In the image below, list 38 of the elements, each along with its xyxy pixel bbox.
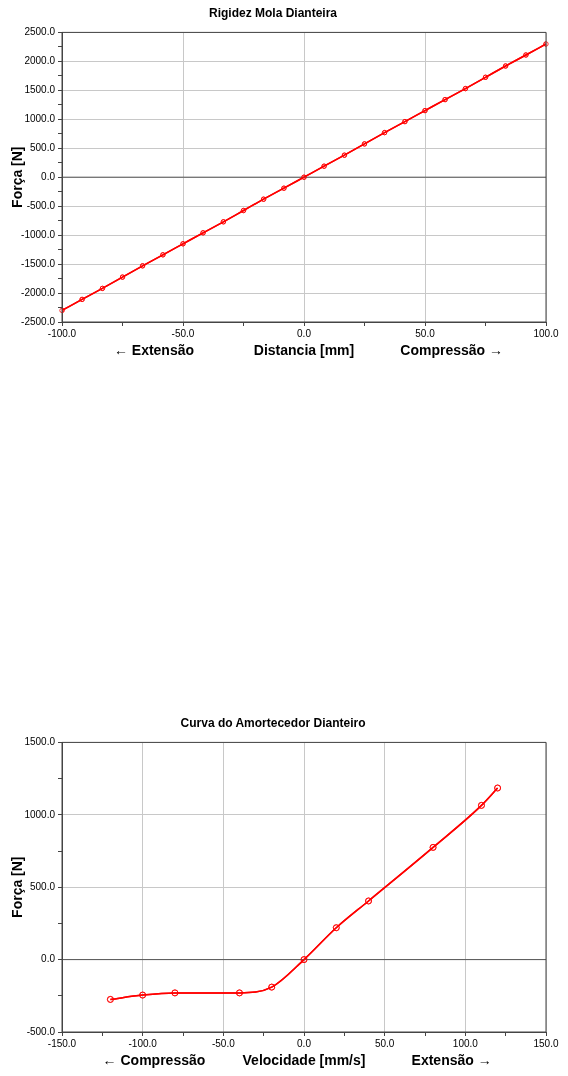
text: Compressão → <box>400 341 503 358</box>
y-tick-label: 0.0 <box>41 953 56 965</box>
x-tick-label: 100.0 <box>533 327 559 339</box>
text: Extensão → <box>411 1051 492 1068</box>
text: ← Compressão <box>102 1051 206 1068</box>
y-tick-label: 500.0 <box>29 141 56 153</box>
y-tick-label: -2500.0 <box>21 315 56 327</box>
y-tick-label: -1500.0 <box>21 257 56 269</box>
y-axis-title: Força [N] <box>8 856 25 918</box>
y-tick-label: -500.0 <box>26 199 56 211</box>
y-tick-label: 2000.0 <box>24 55 56 67</box>
x-tick-label: 0.0 <box>297 327 312 339</box>
x-tick-label: -100.0 <box>47 327 77 339</box>
y-tick-label: 0.0 <box>41 170 56 182</box>
y-tick-label: 1000.0 <box>24 113 56 125</box>
y-tick-label: 1500.0 <box>24 736 56 748</box>
y-axis-title: Força [N] <box>8 146 25 208</box>
chart-title: Rigidez Mola Dianteira <box>208 5 338 20</box>
y-tick-label: 2500.0 <box>24 26 56 38</box>
chart-title: Curva do Amortecedor Dianteiro <box>180 715 366 730</box>
y-tick-label: 500.0 <box>29 880 56 892</box>
y-tick-label: -1000.0 <box>21 228 56 240</box>
x-axis-title: Distancia [mm] <box>253 341 355 358</box>
y-tick-label: -500.0 <box>26 1025 56 1037</box>
x-tick-label: 100.0 <box>452 1037 479 1049</box>
x-tick-label: 0.0 <box>297 1037 312 1049</box>
y-tick-label: -2000.0 <box>21 286 56 298</box>
x-tick-label: -150.0 <box>47 1037 77 1049</box>
x-tick-label: 50.0 <box>415 327 436 339</box>
x-tick-label: -100.0 <box>128 1037 158 1049</box>
text: ← Extensão <box>113 341 195 358</box>
y-tick-label: 1500.0 <box>24 84 56 96</box>
x-tick-label: 50.0 <box>374 1037 395 1049</box>
y-tick-label: 1000.0 <box>24 808 56 820</box>
x-tick-label: -50.0 <box>211 1037 236 1049</box>
x-tick-label: 150.0 <box>533 1037 559 1049</box>
x-axis-title: Velocidade [mm/s] <box>242 1051 366 1068</box>
x-tick-label: -50.0 <box>171 327 195 339</box>
